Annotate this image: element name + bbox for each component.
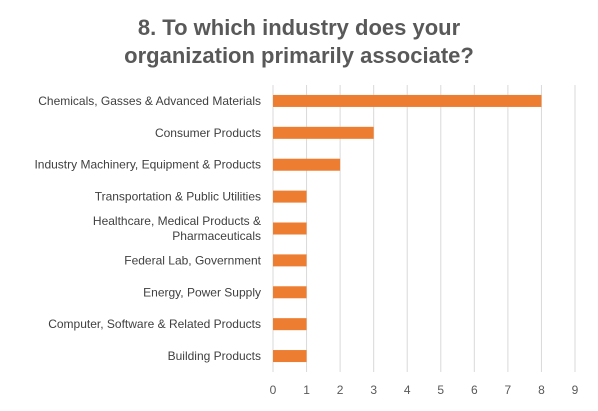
x-tick-label-7: 7 bbox=[505, 383, 512, 397]
category-label-4-line-1: Healthcare, Medical Products & bbox=[93, 214, 261, 228]
bar-0 bbox=[273, 94, 542, 107]
category-label-4-line-2: Pharmaceuticals bbox=[172, 229, 261, 243]
bar-1 bbox=[273, 126, 374, 139]
category-label-6: Energy, Power Supply bbox=[143, 285, 261, 299]
x-tick-label-4: 4 bbox=[404, 383, 411, 397]
bar-5 bbox=[273, 254, 307, 267]
x-tick-label-9: 9 bbox=[572, 383, 579, 397]
x-tick-label-3: 3 bbox=[370, 383, 377, 397]
bar-4 bbox=[273, 222, 307, 235]
x-tick-label-2: 2 bbox=[337, 383, 344, 397]
bar-2 bbox=[273, 158, 341, 171]
bar-8 bbox=[273, 350, 307, 363]
x-tick-label-5: 5 bbox=[437, 383, 444, 397]
category-label-1: Consumer Products bbox=[155, 126, 261, 140]
x-tick-label-8: 8 bbox=[538, 383, 545, 397]
category-label-7: Computer, Software & Related Products bbox=[48, 317, 261, 331]
chart-title-line-1: 8. To which industry does your bbox=[137, 15, 461, 40]
category-label-3: Transportation & Public Utilities bbox=[95, 190, 261, 204]
bar-3 bbox=[273, 190, 307, 203]
x-tick-label-0: 0 bbox=[270, 383, 277, 397]
bar-7 bbox=[273, 318, 307, 331]
category-label-5: Federal Lab, Government bbox=[124, 253, 261, 267]
category-label-2: Industry Machinery, Equipment & Products bbox=[34, 158, 261, 172]
x-tick-label-6: 6 bbox=[471, 383, 478, 397]
chart-title: 8. To which industry does your organizat… bbox=[0, 14, 598, 70]
chart-title-line-2: organization primarily associate? bbox=[124, 43, 474, 68]
x-tick-label-1: 1 bbox=[303, 383, 310, 397]
category-label-8: Building Products bbox=[168, 349, 261, 363]
category-label-0: Chemicals, Gasses & Advanced Materials bbox=[38, 94, 261, 108]
bar-6 bbox=[273, 286, 307, 299]
